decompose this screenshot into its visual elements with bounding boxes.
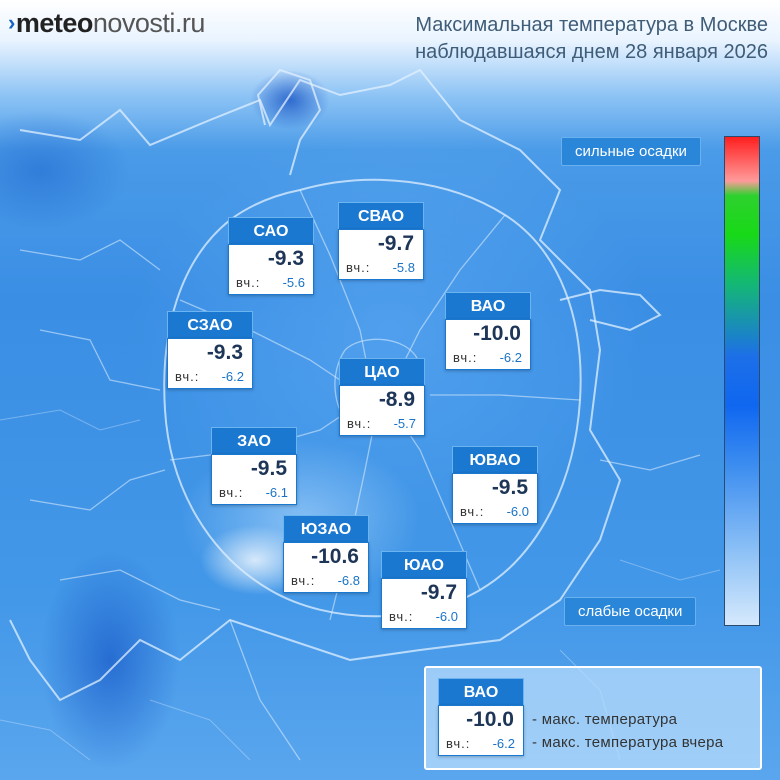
legend-label-heavy: сильные осадки (561, 137, 701, 166)
district-name: ЮВАО (452, 446, 538, 473)
yesterday-label: вч.: (236, 275, 261, 290)
site-logo[interactable]: ›meteonovosti.ru (8, 8, 205, 39)
district-max-temp: -9.7 (377, 232, 414, 255)
district-yesterday-temp: -6.2 (492, 736, 515, 751)
district-yesterday-temp: -6.2 (221, 369, 244, 384)
east-spur (559, 288, 662, 332)
district-name: СЗАО (167, 311, 253, 338)
key-desc-yesterday-temp: - макс. температура вчера (532, 734, 724, 751)
outer-border (9, 68, 622, 702)
yesterday-label: вч.: (347, 416, 372, 431)
district-values: -9.5 вч.: -6.1 (211, 454, 297, 505)
district-card-yuvao[interactable]: ЮВАО -9.5 вч.: -6.0 (452, 446, 538, 524)
north-tongue (256, 68, 322, 176)
district-max-temp: -8.9 (378, 388, 415, 411)
district-values: -10.0 вч.: -6.2 (438, 705, 524, 756)
yesterday-label: вч.: (446, 736, 471, 751)
district-values: -9.5 вч.: -6.0 (452, 473, 538, 524)
district-name: ВАО (445, 292, 531, 319)
yesterday-label: вч.: (389, 609, 414, 624)
logo-text-secondary: novosti.ru (92, 8, 206, 38)
district-yesterday-temp: -6.0 (435, 609, 458, 624)
logo-text-primary: meteo (15, 8, 94, 38)
district-max-temp: -10.6 (311, 545, 359, 568)
district-name: ЮЗАО (283, 515, 369, 542)
district-card-sao[interactable]: САО -9.3 вч.: -5.6 (228, 217, 314, 295)
yesterday-label: вч.: (219, 485, 244, 500)
district-name: САО (228, 217, 314, 244)
district-values: -9.3 вч.: -5.6 (228, 244, 314, 295)
district-max-temp: -9.3 (206, 341, 243, 364)
map-title: Максимальная температура в Москве наблюд… (328, 12, 768, 66)
district-values: -9.3 вч.: -6.2 (167, 338, 253, 389)
district-yesterday-temp: -5.8 (392, 260, 415, 275)
district-yesterday-temp: -6.0 (506, 504, 529, 519)
legend-label-light: слабые осадки (564, 597, 697, 626)
district-card-szao[interactable]: СЗАО -9.3 вч.: -6.2 (167, 311, 253, 389)
district-yesterday-temp: -6.8 (337, 573, 360, 588)
district-card-yuzao[interactable]: ЮЗАО -10.6 вч.: -6.8 (283, 515, 369, 593)
key-sample-card: ВАО -10.0 вч.: -6.2 (438, 678, 524, 756)
district-values: -10.6 вч.: -6.8 (283, 542, 369, 593)
precipitation-color-scale (724, 136, 760, 626)
district-max-temp: -10.0 (473, 322, 521, 345)
logo-arrow-icon: › (8, 10, 15, 35)
district-name: ЮАО (381, 551, 467, 578)
district-card-vao[interactable]: ВАО -10.0 вч.: -6.2 (445, 292, 531, 370)
title-line-2: наблюдавшаяся днем 28 января 2026 (415, 41, 768, 63)
district-values: -10.0 вч.: -6.2 (445, 319, 531, 370)
district-yesterday-temp: -6.2 (499, 350, 522, 365)
yesterday-label: вч.: (346, 260, 371, 275)
district-yesterday-temp: -6.1 (265, 485, 288, 500)
yesterday-label: вч.: (453, 350, 478, 365)
district-values: -9.7 вч.: -6.0 (381, 578, 467, 629)
yesterday-label: вч.: (175, 369, 200, 384)
title-line-1: Максимальная температура в Москве (415, 14, 768, 36)
district-card-tsao[interactable]: ЦАО -8.9 вч.: -5.7 (339, 358, 425, 436)
district-max-temp: -9.7 (420, 581, 457, 604)
yesterday-label: вч.: (291, 573, 316, 588)
district-card-svao[interactable]: СВАО -9.7 вч.: -5.8 (338, 202, 424, 280)
district-max-temp: -9.5 (491, 476, 528, 499)
yesterday-label: вч.: (460, 504, 485, 519)
district-card-zao[interactable]: ЗАО -9.5 вч.: -6.1 (211, 427, 297, 505)
key-desc-max-temp: - макс. температура (532, 711, 678, 728)
district-card-yuao[interactable]: ЮАО -9.7 вч.: -6.0 (381, 551, 467, 629)
district-values: -8.9 вч.: -5.7 (339, 385, 425, 436)
district-name: ЗАО (211, 427, 297, 454)
district-max-temp: -10.0 (466, 708, 514, 731)
district-name: СВАО (338, 202, 424, 229)
district-yesterday-temp: -5.7 (393, 416, 416, 431)
district-name: ЦАО (339, 358, 425, 385)
district-max-temp: -9.5 (250, 457, 287, 480)
district-max-temp: -9.3 (267, 247, 304, 270)
district-yesterday-temp: -5.6 (282, 275, 305, 290)
district-name: ВАО (438, 678, 524, 705)
district-values: -9.7 вч.: -5.8 (338, 229, 424, 280)
